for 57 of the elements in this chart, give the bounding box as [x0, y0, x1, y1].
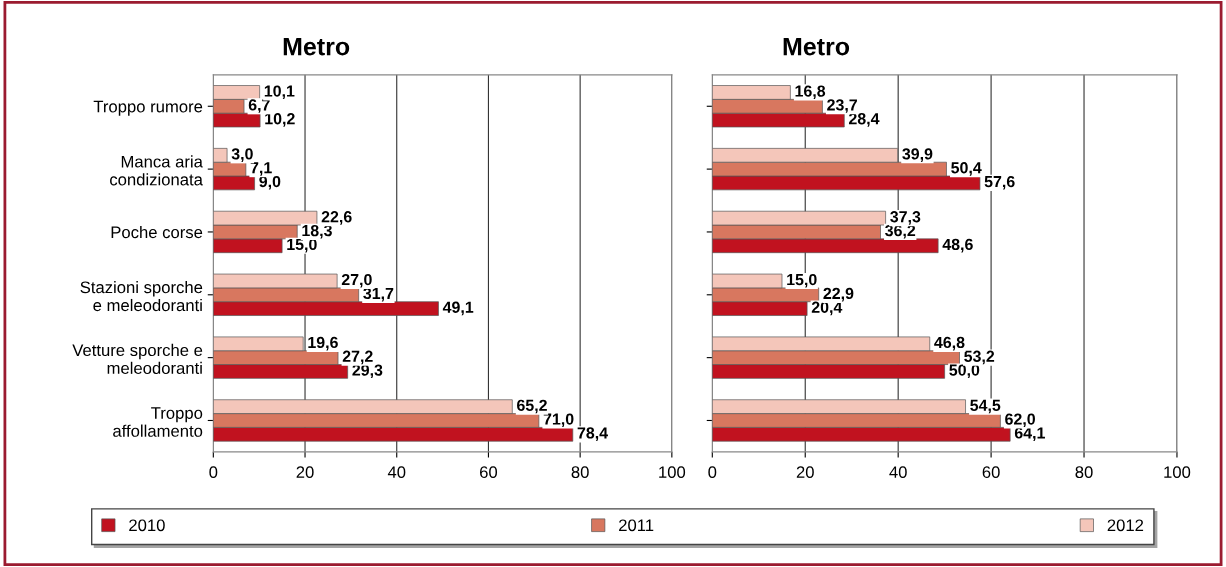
- data-label: 49,1: [442, 301, 474, 316]
- data-label: 22,6: [321, 211, 352, 225]
- x-tick-label: 80: [571, 466, 589, 479]
- data-label: 23,7: [827, 99, 857, 113]
- data-label: 39,9: [902, 148, 933, 162]
- data-label: 20,4: [811, 301, 843, 316]
- data-label: 28,4: [848, 113, 880, 127]
- data-label: 53,2: [964, 350, 995, 365]
- data-label: 10,1: [264, 85, 295, 100]
- x-tick-label: 60: [982, 466, 1000, 479]
- y-tick-label: Stazioni sporche e meleodoranti: [80, 280, 203, 312]
- x-tick-label: 100: [1164, 466, 1191, 479]
- data-label: 37,3: [890, 211, 921, 225]
- data-label: 15,0: [787, 273, 817, 288]
- data-label: 7,1: [250, 162, 272, 176]
- data-label: 71,0: [543, 413, 574, 428]
- chart-title: Metro: [783, 38, 850, 56]
- data-label: 27,0: [341, 273, 372, 288]
- data-label: 78,4: [577, 427, 608, 441]
- data-label: 3,0: [231, 148, 253, 162]
- data-label: 18,3: [302, 224, 332, 239]
- data-label: 19,6: [308, 336, 338, 351]
- data-label: 50,4: [951, 162, 982, 176]
- legend-label: 2010: [129, 519, 165, 532]
- y-tick-label: Troppo affollamento: [113, 407, 203, 437]
- legend-label: 2012: [1107, 519, 1144, 532]
- data-label: 46,8: [934, 336, 965, 351]
- data-label: 31,7: [363, 287, 394, 302]
- data-label: 65,2: [517, 399, 547, 414]
- data-label: 57,6: [984, 175, 1015, 190]
- x-tick-label: 40: [387, 466, 406, 479]
- data-label: 9,0: [259, 175, 281, 190]
- data-label: 15,0: [287, 238, 317, 253]
- data-label: 22,9: [823, 287, 854, 302]
- data-label: 62,0: [1005, 413, 1035, 428]
- data-label: 64,1: [1014, 427, 1045, 441]
- y-tick-label: Poche corse: [111, 225, 203, 239]
- data-label: 16,8: [795, 85, 826, 100]
- x-tick-label: 0: [708, 466, 717, 479]
- x-tick-label: 20: [796, 466, 814, 479]
- x-tick-label: 60: [480, 466, 498, 479]
- data-label: 27,2: [342, 350, 373, 365]
- data-label: 48,6: [942, 238, 973, 253]
- x-tick-label: 80: [1075, 466, 1093, 479]
- legend-label: 2011: [619, 519, 654, 532]
- x-tick-label: 20: [296, 466, 314, 479]
- data-label: 54,5: [970, 399, 1001, 414]
- data-label: 29,3: [352, 364, 383, 379]
- x-tick-label: 0: [209, 466, 218, 479]
- chart-title: Metro: [283, 38, 350, 56]
- data-label: 10,2: [265, 113, 295, 127]
- x-tick-label: 40: [889, 466, 907, 479]
- y-tick-label: Troppo rumore: [93, 100, 203, 116]
- x-tick-label: 100: [659, 466, 686, 479]
- data-label: 50,0: [949, 364, 980, 379]
- y-tick-label: Vetture sporche e meleodoranti: [72, 343, 203, 375]
- y-tick-label: Manca aria condizionata: [110, 155, 203, 186]
